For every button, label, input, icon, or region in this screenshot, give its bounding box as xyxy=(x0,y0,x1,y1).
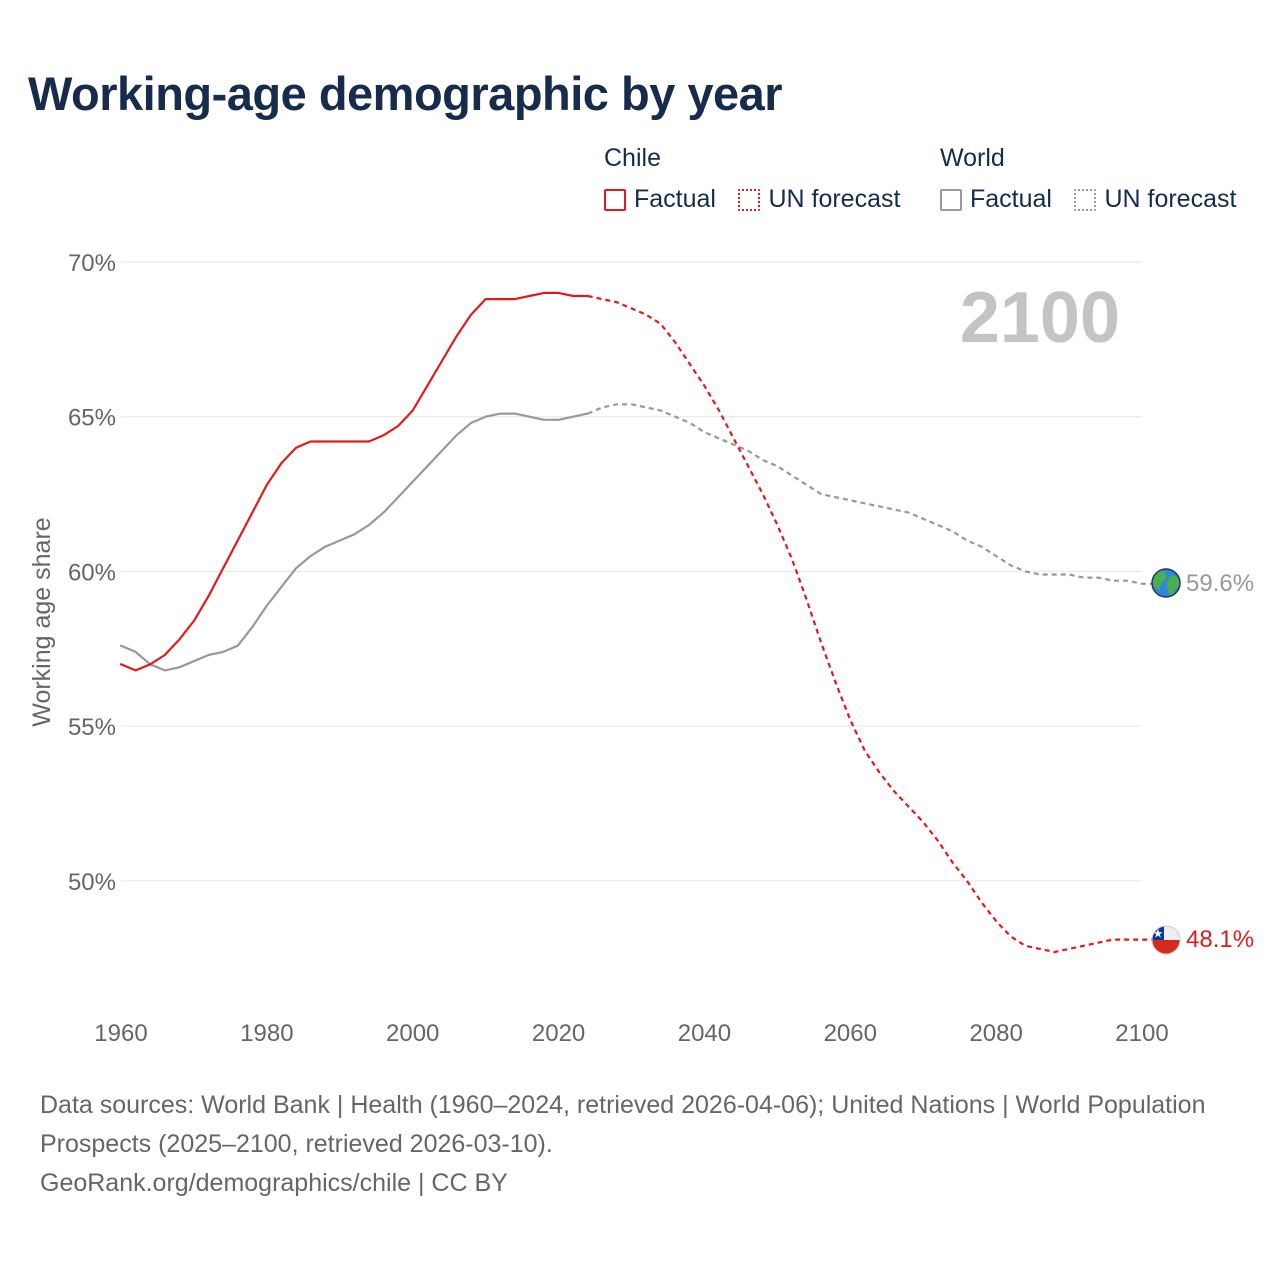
legend-group-chile: Chile Factual UN forecast xyxy=(604,144,918,216)
gridlines xyxy=(121,261,1142,882)
chart-title: Working-age demographic by year xyxy=(28,67,783,120)
y-tick-label: 55% xyxy=(68,714,116,741)
x-tick-label: 2000 xyxy=(386,1020,439,1047)
x-tick-label: 1980 xyxy=(240,1020,293,1047)
data-sources-text: Data sources: World Bank | Health (1960–… xyxy=(40,1091,1206,1158)
x-tick-label: 2100 xyxy=(1115,1020,1168,1047)
x-tick-label: 2080 xyxy=(969,1020,1022,1047)
chile-end-value-label: 48.1% xyxy=(1186,926,1254,953)
chile-factual-line xyxy=(119,291,589,672)
y-tick-label: 65% xyxy=(68,405,116,432)
line-chart: 50% 55% 60% 65% 70% 1960 1980 2000 2020 2040 2060 2… xyxy=(28,250,1254,1047)
y-axis-label: Working age share xyxy=(28,517,56,726)
credit-link[interactable]: GeoRank.org/demographics/chile | CC BY xyxy=(40,1169,508,1197)
axis-ticks: 50% 55% 60% 65% 70% 1960 1980 2000 2020 2040 2060 2… xyxy=(68,250,1169,1047)
world-forecast-line xyxy=(587,403,1168,585)
legend-label-world-factual: Factual xyxy=(970,185,1052,213)
legend-swatch-world-forecast xyxy=(1074,188,1097,211)
legend-item-chile-factual[interactable]: Factual xyxy=(604,185,716,214)
x-tick-label: 2060 xyxy=(824,1020,877,1047)
globe-icon xyxy=(1151,568,1181,598)
legend-label-world-forecast: UN forecast xyxy=(1104,185,1237,213)
legend-swatch-world-factual xyxy=(940,188,962,211)
legend-item-world-factual[interactable]: Factual xyxy=(940,185,1052,214)
legend-item-world-forecast[interactable]: UN forecast xyxy=(1074,185,1236,214)
world-factual-line xyxy=(119,412,589,672)
legend-group-world: World Factual UN forecast xyxy=(940,144,1254,216)
legend-group-title-chile: Chile xyxy=(604,144,661,172)
legend-swatch-chile-factual xyxy=(604,188,626,211)
y-tick-label: 70% xyxy=(68,250,116,277)
x-tick-label: 2020 xyxy=(532,1020,585,1047)
legend-item-chile-forecast[interactable]: UN forecast xyxy=(738,185,900,214)
x-tick-label: 1960 xyxy=(94,1020,147,1047)
y-tick-label: 60% xyxy=(68,559,116,586)
legend-group-title-world: World xyxy=(940,144,1005,172)
y-tick-label: 50% xyxy=(68,869,116,896)
legend-label-chile-forecast: UN forecast xyxy=(768,185,901,213)
legend-swatch-chile-forecast xyxy=(738,188,761,211)
world-end-value-label: 59.6% xyxy=(1186,570,1254,597)
series-lines xyxy=(119,291,1168,954)
x-tick-label: 2040 xyxy=(678,1020,731,1047)
chile-forecast-line xyxy=(587,294,1168,954)
legend-label-chile-factual: Factual xyxy=(634,185,716,213)
year-watermark: 2100 xyxy=(960,278,1120,358)
chile-flag-icon xyxy=(1151,925,1181,955)
footer: Data sources: World Bank | Health (1960–… xyxy=(40,1086,1240,1203)
